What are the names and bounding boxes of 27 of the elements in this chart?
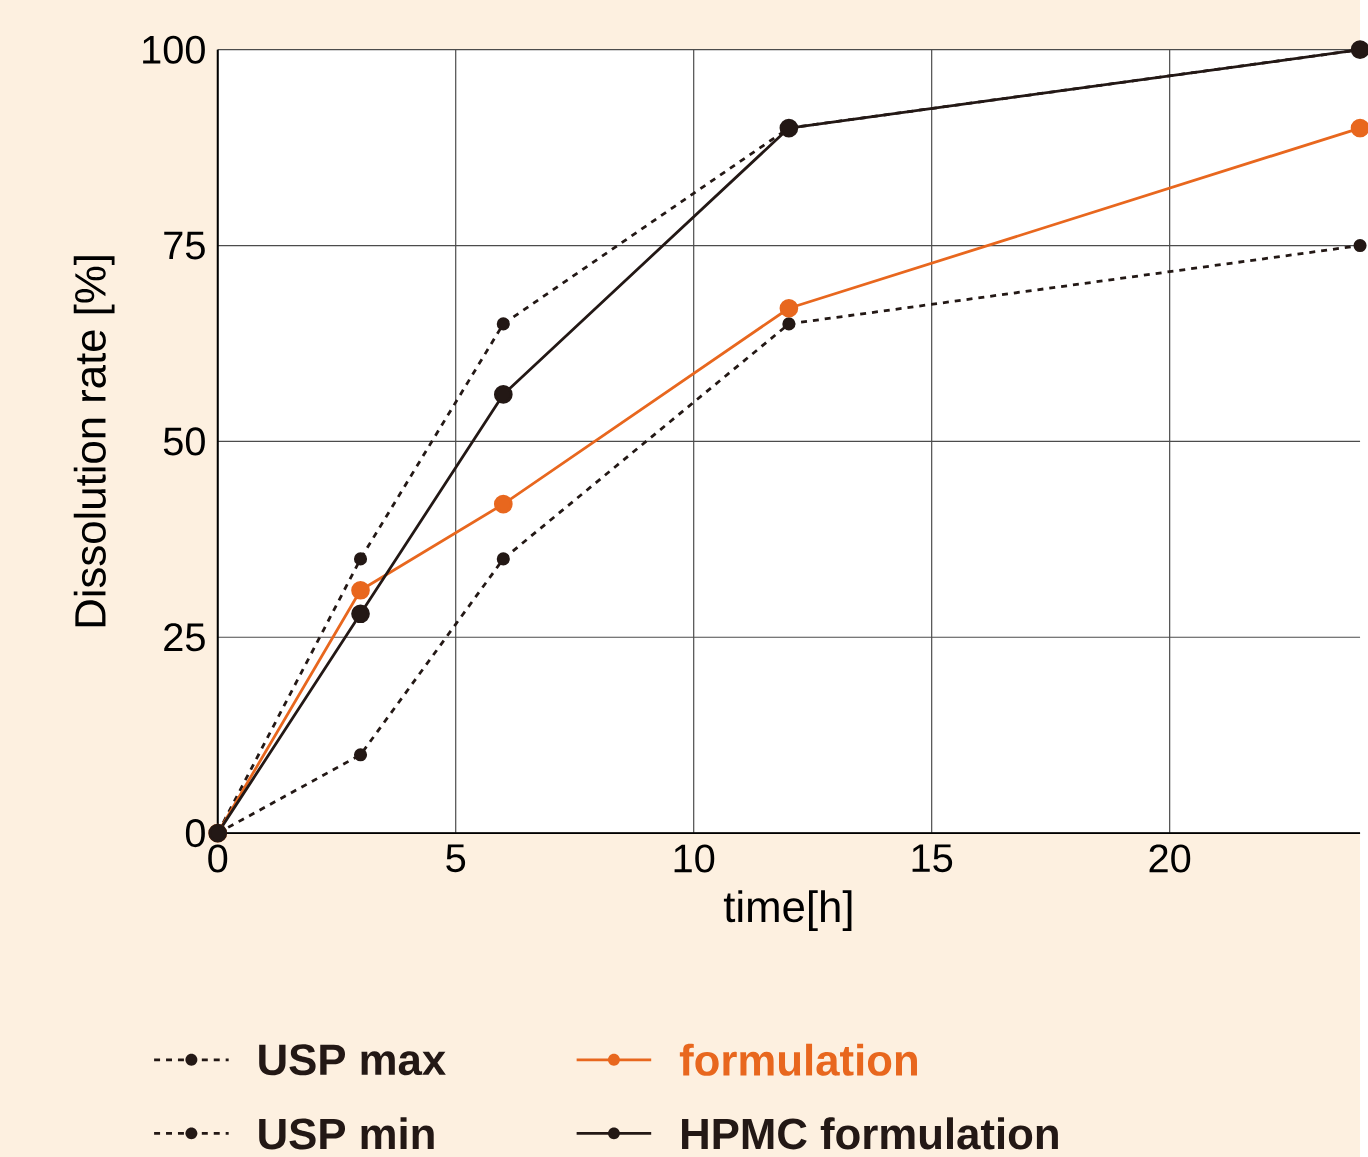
legend-label: formulation bbox=[679, 1043, 917, 1076]
point bbox=[1353, 238, 1367, 253]
point bbox=[351, 580, 370, 600]
y-tick-label: 25 bbox=[164, 623, 205, 652]
x-axis-title: time[h] bbox=[723, 890, 852, 931]
point bbox=[351, 604, 370, 623]
x-tick-label: 5 bbox=[446, 844, 466, 873]
point bbox=[353, 748, 368, 762]
point bbox=[493, 494, 513, 514]
legend-label: USP max bbox=[259, 1044, 446, 1076]
x-tick-label: 15 bbox=[912, 844, 953, 873]
point bbox=[496, 552, 510, 566]
point bbox=[496, 317, 510, 331]
point bbox=[779, 298, 799, 318]
x-tick-label: 20 bbox=[1149, 844, 1191, 873]
y-axis-title: Dissolution rate [%] bbox=[73, 256, 115, 627]
x-tick-label: 0 bbox=[208, 844, 228, 873]
y-tick-label: 100 bbox=[143, 35, 205, 64]
y-tick-label: 0 bbox=[185, 818, 205, 848]
x-tick-label: 10 bbox=[674, 844, 715, 873]
legend-label: USP min bbox=[259, 1117, 434, 1150]
y-tick-label: 50 bbox=[163, 427, 205, 456]
y-tick-label: 75 bbox=[164, 231, 205, 260]
point bbox=[493, 384, 513, 404]
point bbox=[353, 552, 368, 566]
point bbox=[782, 317, 796, 331]
legend-label: HPMC formulation bbox=[682, 1117, 1058, 1150]
